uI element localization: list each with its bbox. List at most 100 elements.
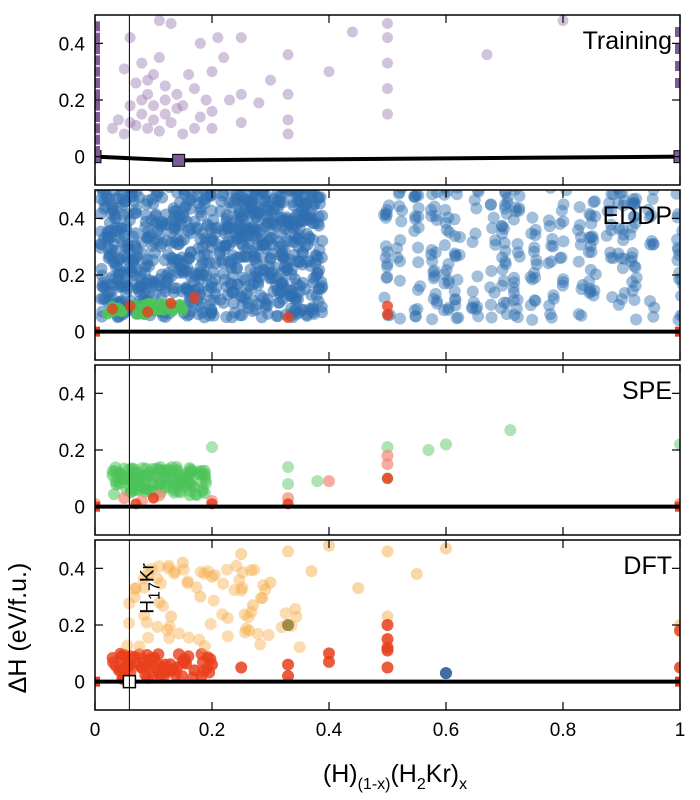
- data-point: [576, 279, 589, 292]
- data-point: [496, 220, 509, 233]
- data-point: [507, 213, 520, 226]
- data-point: [572, 255, 585, 268]
- data-point: [316, 234, 329, 247]
- data-point: [282, 190, 295, 197]
- data-point: [168, 223, 181, 236]
- data-point: [428, 200, 441, 213]
- panel-spe: 0 0.2 0.4 SPE: [59, 364, 681, 536]
- data-point: [224, 177, 236, 189]
- data-point: [240, 287, 253, 300]
- edge-marker: [95, 21, 100, 32]
- edge-marker: [95, 89, 100, 100]
- data-point: [118, 472, 131, 485]
- data-point: [301, 238, 314, 251]
- edge-marker: [95, 112, 100, 122]
- data-point: [529, 271, 542, 284]
- data-point: [266, 178, 278, 190]
- data-point: [582, 246, 595, 259]
- data-point: [128, 582, 141, 595]
- data-point: [601, 205, 614, 218]
- data-point: [530, 254, 543, 267]
- data-point: [587, 289, 600, 302]
- data-point: [630, 271, 643, 284]
- data-point: [184, 245, 197, 258]
- data-point: [484, 281, 497, 294]
- data-point: [112, 281, 125, 294]
- x-label-part: (H): [323, 760, 358, 788]
- data-point: [118, 662, 131, 675]
- data-point: [628, 260, 641, 273]
- data-point: [487, 211, 500, 224]
- data-point: [153, 15, 165, 27]
- data-point: [285, 302, 298, 315]
- data-point: [194, 565, 207, 578]
- data-point: [547, 289, 560, 302]
- data-point: [547, 292, 560, 305]
- data-point: [391, 251, 404, 264]
- data-point: [238, 219, 251, 232]
- data-point: [615, 293, 628, 306]
- data-point: [194, 301, 207, 314]
- plot-area: [95, 171, 680, 337]
- data-point: [235, 661, 248, 674]
- data-point: [279, 607, 292, 620]
- data-point: [221, 611, 234, 624]
- data-point: [282, 670, 295, 682]
- data-point: [411, 303, 424, 316]
- data-point: [254, 173, 266, 185]
- data-point: [145, 563, 158, 576]
- data-point: [142, 631, 155, 644]
- plot-area: [95, 540, 680, 689]
- scatter-points: [107, 15, 569, 140]
- data-point: [382, 472, 393, 484]
- data-point: [154, 577, 167, 590]
- data-point: [616, 190, 629, 199]
- data-point: [129, 466, 142, 479]
- data-point: [409, 190, 422, 203]
- data-point: [670, 190, 680, 200]
- data-point: [500, 296, 513, 309]
- data-point: [612, 190, 625, 195]
- data-point: [381, 441, 394, 454]
- data-point: [585, 231, 598, 244]
- panel-eddp: 0 0.2 0.4 EDDP: [59, 171, 681, 361]
- data-point: [382, 300, 393, 312]
- data-point: [604, 251, 617, 264]
- data-point: [453, 248, 466, 261]
- data-point: [574, 238, 587, 251]
- data-point: [585, 217, 598, 230]
- data-point: [197, 172, 209, 184]
- data-point: [265, 247, 278, 260]
- data-point: [496, 227, 509, 240]
- data-point: [168, 567, 181, 580]
- panel-label: Training: [583, 27, 672, 55]
- data-point: [204, 617, 217, 630]
- data-point: [510, 302, 523, 315]
- data-point: [472, 310, 485, 323]
- data-point: [198, 567, 211, 580]
- data-point: [393, 255, 406, 268]
- data-point: [449, 293, 462, 306]
- data-point: [628, 197, 641, 210]
- data-point: [229, 178, 241, 190]
- y-tick-label: 0: [74, 498, 85, 519]
- data-point: [409, 210, 422, 223]
- data-point: [188, 480, 201, 493]
- data-point: [427, 272, 440, 285]
- data-point: [526, 211, 539, 224]
- data-point: [152, 648, 165, 661]
- data-point: [316, 209, 329, 222]
- data-point: [283, 171, 295, 183]
- data-point: [314, 171, 326, 183]
- annotation-part: 17: [146, 582, 163, 600]
- data-point: [130, 77, 142, 89]
- data-point: [674, 438, 680, 451]
- data-point: [133, 648, 146, 661]
- data-point: [676, 279, 680, 290]
- data-point: [603, 196, 616, 209]
- data-point: [379, 211, 392, 224]
- data-point: [616, 262, 629, 275]
- data-point: [121, 639, 134, 652]
- data-point: [626, 247, 639, 260]
- data-point: [118, 492, 131, 505]
